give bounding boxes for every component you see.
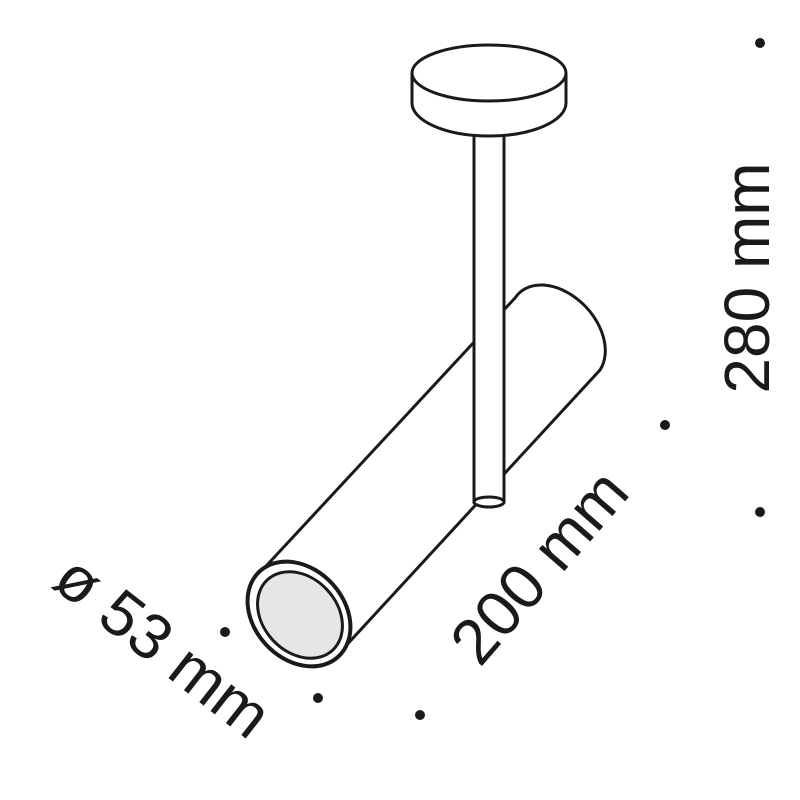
diameter-dot-top bbox=[220, 627, 230, 637]
rod-bottom-cap bbox=[472, 495, 506, 509]
diameter-dot-bottom bbox=[313, 693, 323, 703]
height-label: 280 mm bbox=[711, 162, 783, 393]
length-dot-top bbox=[660, 420, 670, 430]
canopy-top bbox=[410, 43, 568, 103]
rod-shaft bbox=[472, 104, 506, 504]
height-dot-bottom bbox=[755, 507, 765, 517]
tube-lens bbox=[256, 570, 344, 660]
mounting-rod bbox=[472, 99, 506, 509]
dimension-dots bbox=[220, 38, 765, 720]
ceiling-canopy bbox=[410, 43, 568, 138]
lamp-tube bbox=[253, 283, 607, 652]
tube-body bbox=[253, 283, 607, 652]
height-dot-top bbox=[755, 38, 765, 48]
length-dot-bottom bbox=[415, 710, 425, 720]
diameter-label: ø 53 mm bbox=[41, 540, 284, 752]
tube-opening bbox=[245, 559, 353, 669]
